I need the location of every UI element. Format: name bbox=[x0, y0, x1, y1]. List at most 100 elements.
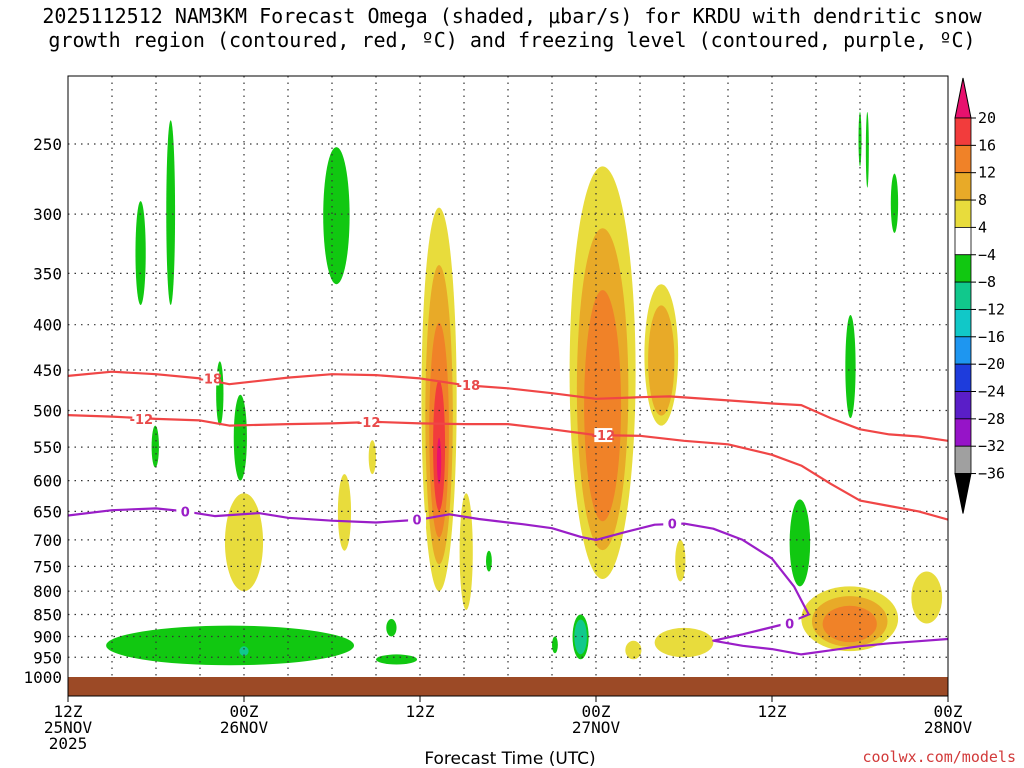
colorbar-box bbox=[954, 117, 972, 146]
contour-label-bg bbox=[780, 616, 799, 631]
y-tick-label: 650 bbox=[33, 502, 62, 521]
contour-label: 0 bbox=[413, 514, 422, 529]
x-tick-label: 00Z bbox=[230, 702, 259, 721]
colorbar-box bbox=[954, 281, 972, 310]
contour-label-bg bbox=[408, 512, 427, 527]
omega-shade-8 bbox=[648, 305, 675, 416]
contour-label-bg bbox=[594, 428, 613, 443]
omega-shade-20 bbox=[436, 437, 442, 484]
omega-region-ascent bbox=[865, 111, 869, 188]
colorbar-box bbox=[954, 391, 972, 420]
omega-region-ascent bbox=[135, 201, 146, 305]
y-tick-label: 600 bbox=[33, 472, 62, 491]
omega-region-descent bbox=[459, 493, 473, 610]
y-tick-label: 900 bbox=[33, 627, 62, 646]
colorbar-box bbox=[954, 418, 972, 447]
colorbar-top-arrow bbox=[954, 77, 972, 119]
y-tick-label: 950 bbox=[33, 648, 62, 667]
y-tick-label: 500 bbox=[33, 402, 62, 421]
x-tick-label: 12Z bbox=[758, 702, 787, 721]
colorbar-label: 8 bbox=[978, 191, 987, 209]
omega-shade--8 bbox=[486, 550, 492, 572]
omega-shade--12 bbox=[239, 646, 249, 656]
x-tick-label: 12Z bbox=[54, 702, 83, 721]
contour-labels: -18 -18 -12 -12 -12 0 0 0 0 bbox=[130, 371, 799, 632]
x-tick-label: 12Z bbox=[406, 702, 435, 721]
omega-shade--8 bbox=[552, 636, 558, 654]
omega-shade--8 bbox=[386, 619, 397, 637]
y-tick-label: 400 bbox=[33, 316, 62, 335]
omega-region-descent bbox=[224, 493, 264, 592]
omega-region-ascent bbox=[552, 636, 558, 654]
omega-region-ascent bbox=[233, 394, 247, 481]
omega-region-ascent bbox=[572, 614, 589, 660]
omega-shade--8 bbox=[376, 654, 418, 665]
colorbar-box bbox=[954, 309, 972, 338]
colorbar-label: −20 bbox=[978, 355, 1005, 373]
title-line-2: growth region (contoured, red, ºC) and f… bbox=[48, 28, 976, 52]
omega-shade--8 bbox=[151, 425, 159, 468]
contour-label-bg bbox=[663, 516, 682, 531]
omega-region-ascent bbox=[238, 644, 250, 658]
colorbar-box bbox=[954, 172, 972, 201]
omega-region-ascent bbox=[166, 120, 176, 305]
colorbar-label: −4 bbox=[978, 246, 996, 264]
y-tick-label: 700 bbox=[33, 531, 62, 550]
credit-text: coolwx.com/models bbox=[862, 748, 1016, 766]
omega-region-ascent bbox=[106, 625, 354, 666]
contour-label: -18 bbox=[199, 372, 223, 387]
contour-label-bg bbox=[359, 414, 378, 429]
omega-shading bbox=[106, 111, 943, 666]
contour-label: -12 bbox=[592, 429, 616, 444]
temperature-contours bbox=[68, 370, 948, 656]
omega-shade-4 bbox=[911, 571, 943, 624]
contour-0c-freezing-level bbox=[68, 507, 948, 656]
omega-region-ascent bbox=[845, 314, 856, 419]
omega-region-ascent bbox=[323, 147, 350, 285]
contour-label: -18 bbox=[457, 379, 481, 394]
colorbar: 20 16 12 8 4 −4 −8 −12 −16 −20 −24 −28 −32 −36 bbox=[954, 77, 1005, 514]
omega-shade--8 bbox=[858, 111, 862, 167]
omega-region-ascent bbox=[151, 425, 159, 468]
omega-region-ascent bbox=[376, 654, 418, 665]
omega-region-descent bbox=[421, 207, 457, 592]
omega-region-descent bbox=[675, 539, 686, 582]
omega-shade-4 bbox=[675, 539, 686, 582]
x-tick-label: 28NOV bbox=[924, 718, 973, 737]
y-tick-label: 250 bbox=[33, 135, 62, 154]
omega-shade--8 bbox=[890, 173, 899, 233]
omega-region-descent bbox=[911, 571, 943, 624]
contour-label: 0 bbox=[668, 518, 677, 533]
y-tick-label: 1000 bbox=[23, 668, 62, 687]
omega-shade--8 bbox=[233, 394, 247, 481]
x-tick-label: 25NOV bbox=[44, 718, 93, 737]
colorbar-box bbox=[954, 144, 972, 174]
colorbar-label: −24 bbox=[978, 383, 1005, 401]
omega-shade-4 bbox=[625, 640, 642, 660]
contour-label: -12 bbox=[130, 413, 154, 428]
plot-frame bbox=[67, 75, 949, 697]
omega-region-descent bbox=[368, 440, 377, 475]
colorbar-bottom-arrow bbox=[954, 473, 972, 514]
omega-region-descent bbox=[644, 284, 679, 426]
x-tick-label: 2025 bbox=[49, 734, 88, 753]
contour-label: 0 bbox=[181, 505, 190, 520]
contour-label-bg bbox=[176, 504, 195, 519]
grid-lines bbox=[68, 76, 948, 677]
omega-shade--8 bbox=[789, 499, 811, 587]
contour-label: 0 bbox=[785, 617, 794, 632]
omega-shade--12 bbox=[574, 619, 587, 655]
chart-title: 2025112512 NAM3KM Forecast Omega (shaded… bbox=[0, 4, 1024, 52]
y-tick-label: 550 bbox=[33, 438, 62, 457]
omega-region-ascent bbox=[858, 111, 862, 167]
omega-region-ascent bbox=[789, 499, 811, 587]
x-tick-label: 26NOV bbox=[220, 718, 269, 737]
colorbar-label: −32 bbox=[978, 437, 1005, 455]
x-tick-label: 00Z bbox=[934, 702, 963, 721]
omega-region-descent bbox=[625, 640, 642, 660]
colorbar-label: −8 bbox=[978, 273, 996, 291]
colorbar-box bbox=[954, 226, 972, 256]
colorbar-label: −28 bbox=[978, 410, 1005, 428]
colorbar-label: −36 bbox=[978, 465, 1005, 483]
